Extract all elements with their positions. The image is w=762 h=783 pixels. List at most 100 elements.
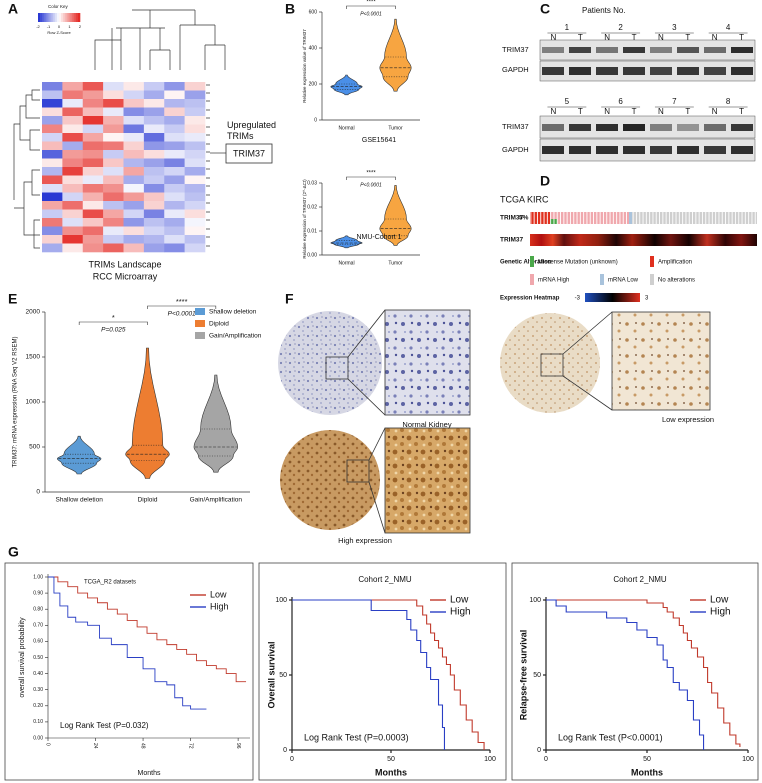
p-value: P<0.0001 [360,11,382,17]
lane-label: T [685,107,690,116]
legend-label: High [450,607,471,618]
chart-subtitle: RCC Microarray [93,271,158,281]
heatmap-cell [143,218,165,227]
heatmap-cell [62,218,84,227]
panel-label: E [8,291,17,307]
legend-label: mRNA Low [608,278,639,284]
y-tick-label: 0.01 [307,228,317,234]
color-key-swatch [69,13,72,22]
color-key-swatch [71,13,74,22]
legend-label: Low [450,595,469,606]
blot-row-label: TRIM37 [502,122,529,131]
heatmap-cell [143,184,165,193]
x-tick-label: 100 [484,756,496,763]
heatmap-cell [62,133,84,142]
color-key-swatch [67,13,70,22]
y-tick-label: 1.00 [33,574,43,580]
lane-label: N [604,107,610,116]
heatmap-cell [103,99,124,108]
heatmap-cell [123,141,145,151]
x-tick-label: Tumor [388,260,403,266]
heatmap-cell [62,201,84,210]
heatmap-cell [164,243,185,253]
y-tick-label: 0.90 [33,590,43,596]
blot-row-label: GAPDH [502,145,529,154]
heatmap-cell [164,158,185,168]
lane-label: N [551,33,557,42]
significance-stars: **** [366,0,376,6]
color-key-swatch [44,13,47,22]
color-key-tick: -1 [47,24,51,29]
y-axis-label: Relapse-free survival [518,630,528,721]
violin [56,435,102,475]
chart-caption: GSE15641 [362,137,396,144]
heatmap-cell [82,218,104,227]
heatmap-cell [103,175,124,185]
heatmap-cell [42,218,63,227]
heatmap-cell [143,209,165,219]
violin [379,18,412,92]
color-key-swatch [65,13,68,22]
heatmap-cell [82,116,104,125]
heatmap-cell [184,90,206,100]
y-axis-label: Relative expression of TRIM37 (2^-ΔCt) [302,179,307,259]
heatmap-cell [123,116,145,125]
legend-swatch [530,274,534,285]
heatmap-cell [184,201,206,210]
y-tick-label: 600 [309,9,318,15]
heatmap-cell [42,184,63,193]
y-tick-label: 0 [537,747,541,754]
heatmap-cell [143,141,165,151]
alteration-frequency: 5% [519,215,529,222]
heatmap-cell [184,175,206,185]
heatmap-cell [103,158,124,168]
heatmap-cell [82,192,104,202]
gene-label: TRIM37 [500,215,524,222]
violin [330,74,363,96]
color-key-swatch [73,13,77,22]
heatmap-cell [143,158,165,168]
heatmap-cell [62,235,84,244]
heatmap-cell [82,82,104,91]
heatmap-cell [164,99,185,108]
heatmap-cell [82,184,104,193]
legend-label: High [710,607,731,618]
heatmap-cell [143,99,165,108]
heatmap-cell [123,90,145,100]
color-key-swatch [56,13,60,22]
legend-swatch [650,274,654,285]
heatmap-cell [184,116,206,125]
heatmap-cell [184,124,206,134]
legend-label: Amplification [658,260,692,266]
heatmap-cell [184,150,206,159]
heatmap-cell [184,167,206,176]
legend-label: Shallow deletion [209,309,257,316]
lane-label: T [739,33,744,42]
legend-label: Diploid [209,321,229,328]
y-tick-label: 500 [29,444,40,451]
heatmap-cell [62,167,84,176]
heatmap-cell [123,184,145,193]
patient-number: 7 [672,97,677,106]
heatmap-cell [42,124,63,134]
violin [379,185,412,246]
heatmap-cell [123,218,145,227]
y-tick-label: 400 [309,45,318,51]
heatmap-cell [123,107,145,117]
heatmap-cell [42,167,63,176]
lane-label: T [685,33,690,42]
color-key-title: Color Key [48,4,69,9]
significance-stars: **** [366,171,376,177]
heatmap-cell [62,124,84,134]
color-key-swatch [50,13,53,22]
heatmap-cell [82,133,104,142]
heatmap-cell [143,124,165,134]
heatmap-cell [42,90,63,100]
scale-label: -3 [575,296,581,302]
heatmap-cell [123,158,145,168]
legend-title: Expression Heatmap [500,296,560,302]
x-tick-label: 24 [92,743,98,749]
color-key-swatch [40,13,43,22]
p-value: P=0.025 [101,327,126,334]
y-tick-label: 0.60 [33,639,43,645]
